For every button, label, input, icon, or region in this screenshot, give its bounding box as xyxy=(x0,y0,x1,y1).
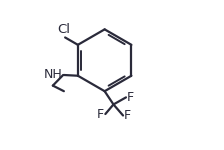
Text: NH: NH xyxy=(44,69,63,81)
Text: Cl: Cl xyxy=(58,23,71,36)
Text: F: F xyxy=(124,109,131,122)
Text: F: F xyxy=(127,91,134,104)
Text: F: F xyxy=(97,108,104,120)
